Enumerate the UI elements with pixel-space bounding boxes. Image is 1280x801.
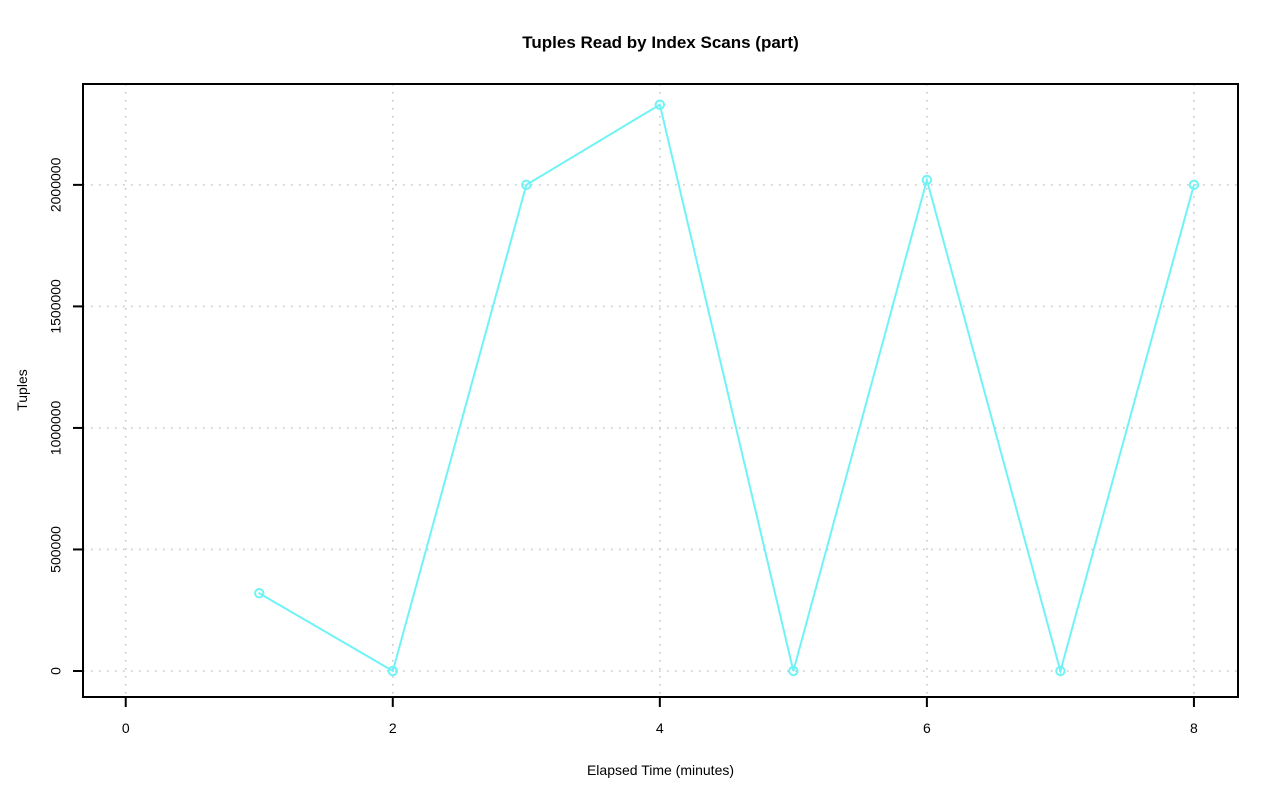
x-tick-label: 6 (923, 720, 931, 736)
data-point-marker (654, 99, 666, 110)
x-tick-label: 4 (656, 720, 664, 736)
x-axis-label: Elapsed Time (minutes) (586, 762, 735, 778)
data-point-marker (1188, 179, 1200, 191)
x-tick-label: 2 (389, 720, 397, 736)
data-point-marker (254, 588, 265, 599)
series-line (258, 103, 1195, 675)
y-tick-label: 2000000 (48, 157, 64, 212)
y-tick-label: 1000000 (48, 400, 64, 455)
chart-title: Tuples Read by Index Scans (part) (522, 33, 799, 52)
x-tick-label: 8 (1190, 720, 1198, 736)
y-axis-label: Tuples (14, 369, 30, 411)
y-tick-label: 0 (48, 667, 64, 675)
data-point-marker (521, 179, 532, 191)
y-tick-label: 1500000 (48, 279, 64, 334)
y-tick-label: 500000 (48, 526, 64, 573)
data-point-marker (387, 665, 398, 677)
data-point-marker (921, 174, 933, 186)
data-point-marker (788, 665, 799, 677)
x-tick-label: 0 (122, 720, 130, 736)
data-point-marker (1055, 665, 1066, 677)
